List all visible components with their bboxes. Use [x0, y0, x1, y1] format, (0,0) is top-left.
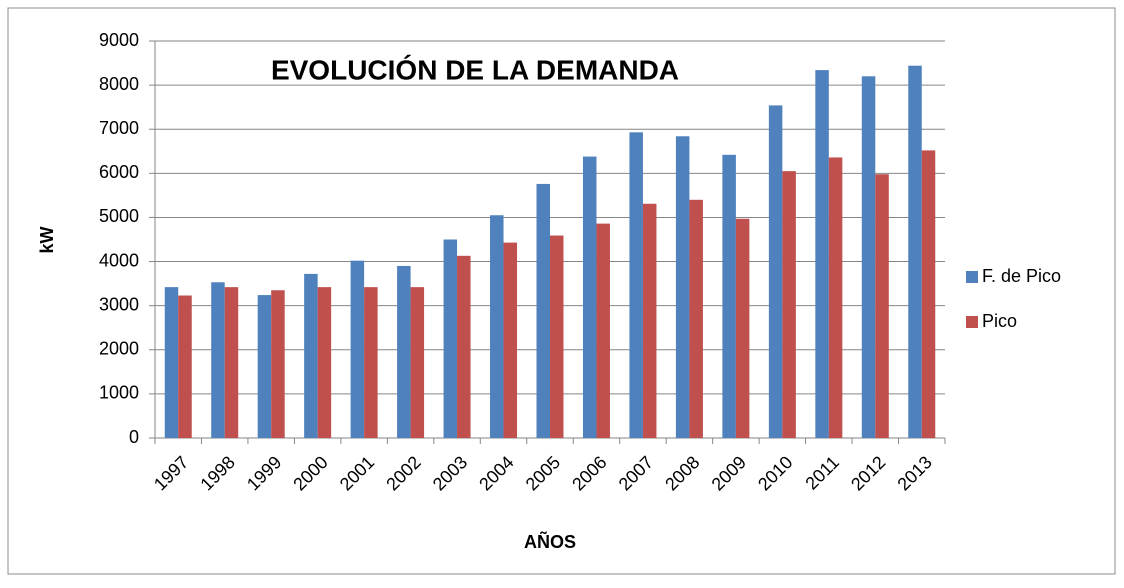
y-tick-label: 7000: [99, 118, 139, 138]
bar: [490, 215, 504, 438]
y-tick-label: 8000: [99, 74, 139, 94]
bar: [675, 136, 690, 438]
legend-swatch: [966, 271, 978, 283]
legend-swatch: [966, 316, 978, 328]
bar: [178, 295, 192, 438]
bar: [536, 183, 550, 438]
bar: [350, 260, 365, 438]
bar: [457, 255, 471, 438]
legend-label: F. de Pico: [982, 266, 1061, 286]
y-tick-label: 5000: [99, 206, 139, 226]
bar: [211, 282, 225, 438]
y-tick-label: 4000: [99, 250, 139, 270]
bar: [735, 218, 750, 438]
bar: [503, 242, 518, 438]
bar: [257, 295, 272, 438]
bar: [164, 287, 179, 438]
bar: [629, 132, 643, 438]
bar: [317, 287, 332, 438]
bar: [397, 265, 411, 438]
bar: [304, 273, 318, 438]
bar: [443, 239, 458, 438]
bar: [768, 105, 783, 438]
y-tick-label: 2000: [99, 339, 139, 359]
bar: [815, 70, 829, 438]
bar: [875, 174, 889, 438]
bar: [224, 287, 239, 438]
bar: [689, 199, 703, 438]
bar: [861, 76, 876, 439]
x-axis-label: AÑOS: [524, 531, 576, 552]
bar: [722, 154, 736, 438]
bar: [582, 156, 597, 438]
y-axis-label: kW: [37, 226, 57, 253]
y-tick-label: 1000: [99, 383, 139, 403]
legend-label: Pico: [982, 311, 1017, 331]
bar: [410, 287, 425, 438]
y-tick-label: 9000: [99, 30, 139, 50]
bar: [271, 290, 285, 438]
bar: [908, 65, 922, 439]
bar: [550, 235, 564, 438]
bar: [782, 171, 796, 438]
y-tick-label: 0: [129, 427, 139, 447]
chart-title: EVOLUCIÓN DE LA DEMANDA: [271, 54, 679, 85]
bar: [596, 223, 610, 438]
bar: [828, 157, 843, 438]
y-tick-label: 6000: [99, 162, 139, 182]
bar: [642, 203, 657, 438]
y-tick-label: 3000: [99, 294, 139, 314]
bar: [364, 287, 378, 438]
bar: [921, 150, 936, 438]
